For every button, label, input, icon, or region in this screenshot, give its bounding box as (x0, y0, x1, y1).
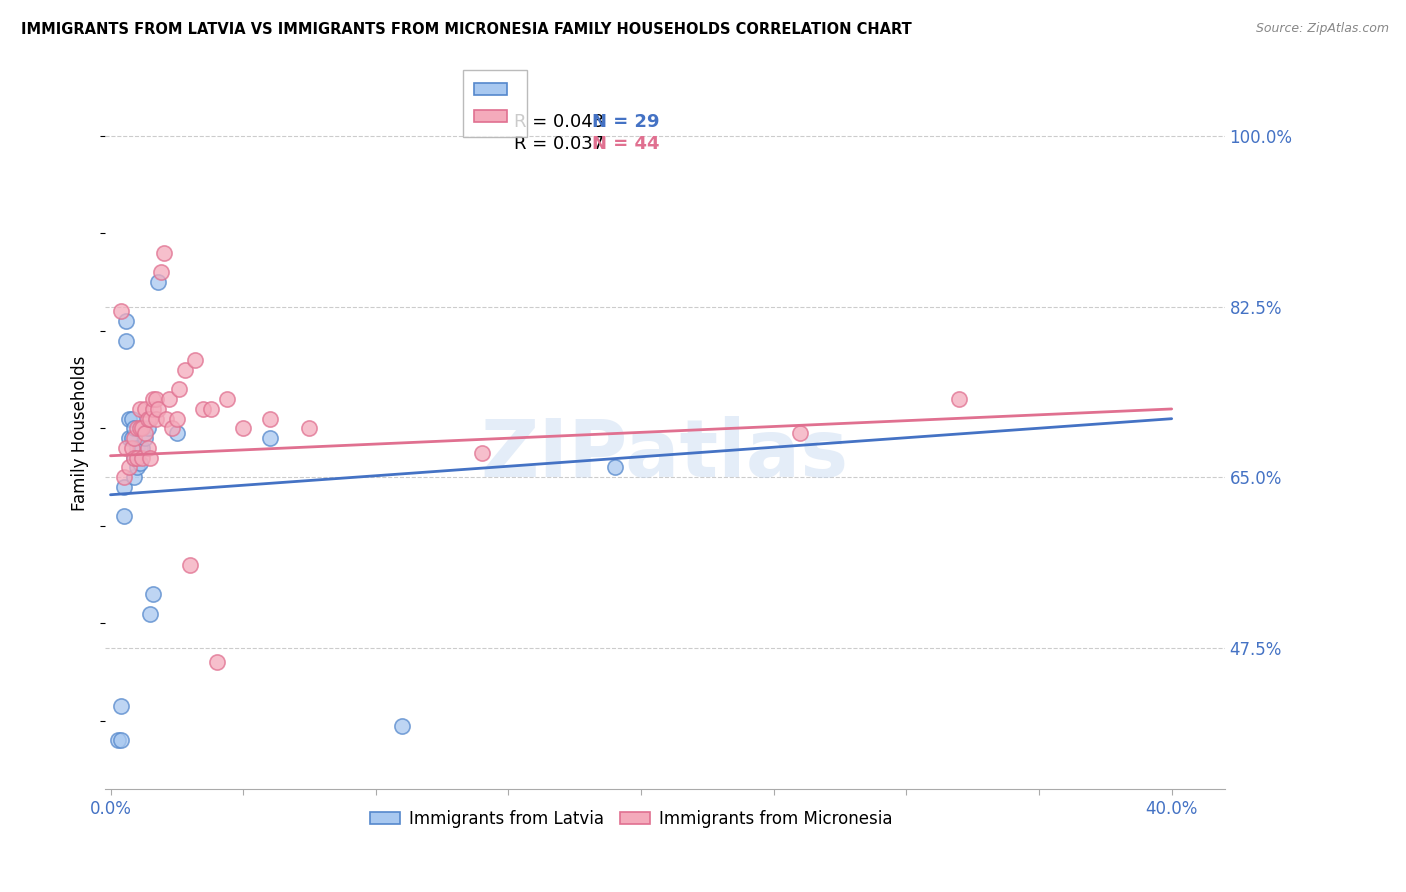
Point (145, 392, 167, 407)
Point (118, 431, 141, 445)
Point (131, 421, 153, 435)
Point (136, 411, 159, 425)
Point (139, 411, 162, 425)
Point (166, 411, 188, 425)
Point (124, 470, 146, 484)
Point (166, 426, 188, 441)
Point (128, 421, 150, 435)
Point (184, 353, 207, 368)
Point (128, 401, 150, 416)
Point (121, 441, 143, 455)
Legend: Immigrants from Latvia, Immigrants from Micronesia: Immigrants from Latvia, Immigrants from … (364, 803, 898, 834)
Y-axis label: Family Households: Family Households (72, 356, 89, 511)
Point (232, 421, 254, 435)
Point (124, 450, 146, 465)
Point (125, 460, 148, 475)
Point (193, 401, 215, 416)
Point (139, 607, 162, 621)
Point (157, 392, 180, 407)
Text: R = 0.043: R = 0.043 (513, 112, 605, 130)
Point (152, 246, 174, 260)
Point (259, 411, 281, 425)
Point (131, 450, 153, 465)
Point (789, 426, 811, 441)
Point (115, 334, 138, 348)
Point (948, 392, 970, 407)
Point (142, 392, 165, 407)
Point (125, 441, 148, 455)
Point (391, 719, 413, 733)
Point (121, 431, 143, 445)
Point (259, 431, 281, 445)
Point (121, 411, 143, 425)
Point (124, 421, 146, 435)
Point (134, 431, 156, 445)
Point (112, 480, 135, 494)
Point (112, 470, 135, 484)
Point (145, 411, 167, 425)
Point (128, 441, 150, 455)
Point (124, 450, 146, 465)
Point (173, 363, 195, 377)
Point (125, 421, 148, 435)
Point (160, 421, 183, 435)
Point (118, 411, 141, 425)
Point (149, 265, 172, 279)
Point (124, 431, 146, 445)
Point (603, 460, 626, 475)
Text: N = 29: N = 29 (592, 112, 659, 130)
Point (112, 509, 135, 524)
Point (128, 456, 150, 470)
Point (148, 275, 170, 289)
Text: N = 44: N = 44 (592, 136, 659, 153)
Point (142, 401, 165, 416)
Point (148, 401, 170, 416)
Point (115, 441, 138, 455)
Text: R = 0.037: R = 0.037 (513, 136, 605, 153)
Text: IMMIGRANTS FROM LATVIA VS IMMIGRANTS FROM MICRONESIA FAMILY HOUSEHOLDS CORRELATI: IMMIGRANTS FROM LATVIA VS IMMIGRANTS FRO… (21, 22, 912, 37)
Point (115, 314, 138, 328)
Point (134, 401, 156, 416)
Point (131, 421, 153, 435)
Point (107, 733, 129, 747)
Point (136, 441, 159, 455)
Point (110, 699, 132, 714)
Point (298, 421, 321, 435)
Point (217, 392, 239, 407)
Point (136, 421, 159, 435)
Point (205, 656, 228, 670)
Point (155, 411, 177, 425)
Point (110, 304, 132, 318)
Point (118, 460, 141, 475)
Point (110, 733, 132, 747)
Point (200, 401, 222, 416)
Point (179, 558, 201, 572)
Point (142, 587, 165, 601)
Point (125, 450, 148, 465)
Point (134, 426, 156, 441)
Point (139, 450, 162, 465)
Point (131, 441, 153, 455)
Point (471, 446, 494, 460)
Text: Source: ZipAtlas.com: Source: ZipAtlas.com (1256, 22, 1389, 36)
Text: ZIPatlas: ZIPatlas (481, 416, 849, 493)
Point (169, 383, 191, 397)
